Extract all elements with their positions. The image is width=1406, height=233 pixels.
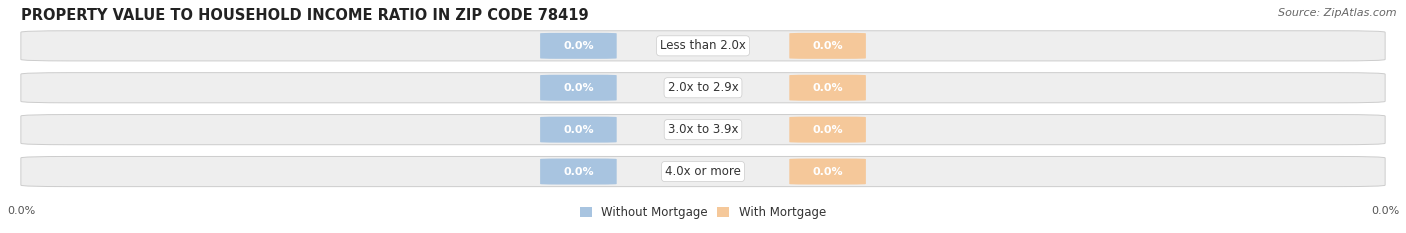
Text: 0.0%: 0.0% [562,167,593,177]
Text: 4.0x or more: 4.0x or more [665,165,741,178]
Text: 2.0x to 2.9x: 2.0x to 2.9x [668,81,738,94]
Text: 0.0%: 0.0% [813,83,844,93]
FancyBboxPatch shape [789,75,866,101]
FancyBboxPatch shape [21,31,1385,61]
Text: 0.0%: 0.0% [813,167,844,177]
Text: PROPERTY VALUE TO HOUSEHOLD INCOME RATIO IN ZIP CODE 78419: PROPERTY VALUE TO HOUSEHOLD INCOME RATIO… [21,8,589,23]
FancyBboxPatch shape [540,33,617,59]
Text: 0.0%: 0.0% [7,206,35,216]
FancyBboxPatch shape [789,117,866,143]
FancyBboxPatch shape [540,75,617,101]
Text: Source: ZipAtlas.com: Source: ZipAtlas.com [1278,8,1396,18]
FancyBboxPatch shape [21,73,1385,103]
FancyBboxPatch shape [540,158,617,185]
Text: 0.0%: 0.0% [562,125,593,135]
FancyBboxPatch shape [789,158,866,185]
Legend: Without Mortgage, With Mortgage: Without Mortgage, With Mortgage [575,201,831,223]
FancyBboxPatch shape [789,33,866,59]
Text: Less than 2.0x: Less than 2.0x [659,39,747,52]
Text: 0.0%: 0.0% [1371,206,1399,216]
Text: 0.0%: 0.0% [562,83,593,93]
FancyBboxPatch shape [540,117,617,143]
FancyBboxPatch shape [21,115,1385,145]
Text: 0.0%: 0.0% [562,41,593,51]
Text: 0.0%: 0.0% [813,125,844,135]
Text: 0.0%: 0.0% [813,41,844,51]
FancyBboxPatch shape [21,156,1385,187]
Text: 3.0x to 3.9x: 3.0x to 3.9x [668,123,738,136]
